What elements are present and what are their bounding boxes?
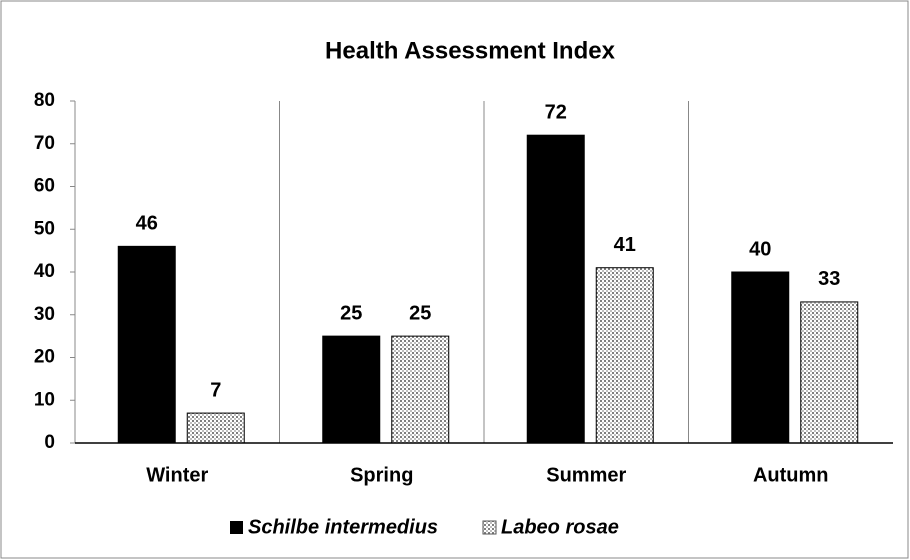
y-tick-label: 20 — [34, 347, 55, 368]
y-tick-label: 0 — [44, 432, 55, 453]
data-label: 33 — [818, 268, 840, 290]
legend-label: Schilbe intermedius — [248, 516, 438, 538]
bar — [595, 267, 654, 444]
data-label: 25 — [409, 302, 431, 324]
y-tick-label: 60 — [34, 176, 55, 197]
data-label: 46 — [136, 213, 158, 235]
bar — [391, 335, 450, 444]
bar — [186, 412, 245, 444]
legend-swatch — [482, 520, 497, 535]
x-tick-label: Summer — [546, 464, 626, 486]
y-tick-label: 80 — [34, 90, 55, 111]
bar — [322, 335, 381, 444]
legend-label: Labeo rosae — [501, 516, 619, 538]
x-tick-label: Spring — [350, 464, 413, 486]
x-tick-label: Winter — [146, 464, 208, 486]
data-label: 7 — [210, 379, 221, 401]
legend-swatch — [230, 521, 243, 534]
y-tick-label: 70 — [34, 133, 55, 154]
bar — [117, 245, 176, 444]
bar — [526, 134, 585, 444]
data-label: 41 — [614, 234, 636, 256]
data-label: 72 — [545, 101, 567, 123]
y-tick-label: 50 — [34, 218, 55, 239]
chart-title: Health Assessment Index — [325, 37, 616, 64]
bar — [800, 301, 859, 444]
y-tick-label: 10 — [34, 389, 55, 410]
bar — [731, 271, 790, 444]
x-tick-label: Autumn — [753, 464, 829, 486]
y-tick-label: 40 — [34, 261, 55, 282]
data-label: 40 — [749, 238, 771, 260]
data-label: 25 — [340, 302, 362, 324]
y-tick-label: 30 — [34, 304, 55, 325]
